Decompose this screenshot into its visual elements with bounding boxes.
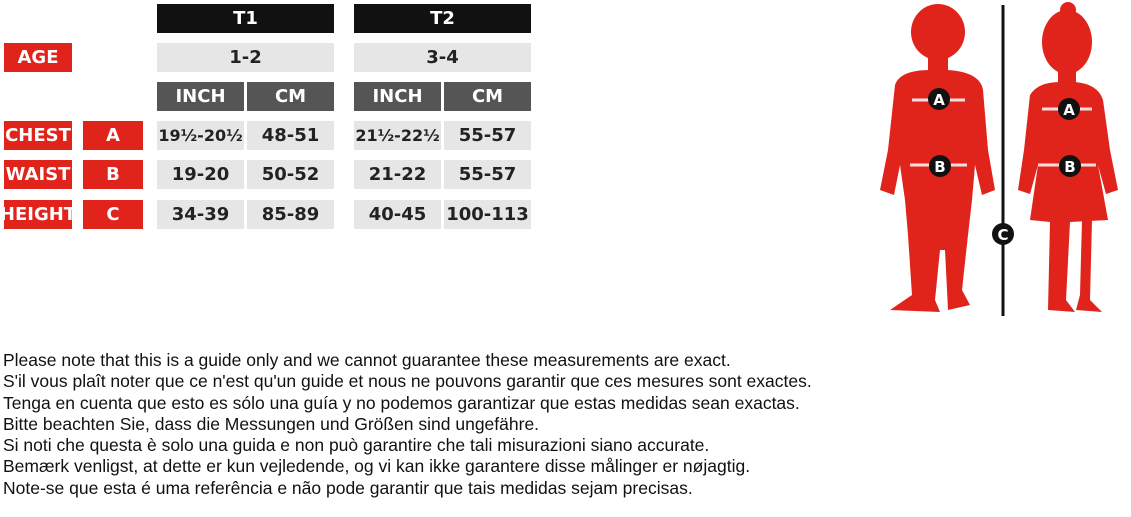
svg-text:B: B [1064, 158, 1075, 176]
note-it: Si noti che questa è solo una guida e no… [3, 435, 710, 456]
age-label: AGE [4, 43, 72, 72]
note-fr: S'il vous plaît noter que ce n'est qu'un… [3, 371, 812, 392]
inch-header-t1: INCH [157, 82, 244, 111]
marker-c: C [992, 223, 1014, 245]
marker-b-girl: B [1059, 155, 1081, 177]
size-header-t2: T2 [354, 4, 531, 33]
marker-b-boy: B [929, 155, 951, 177]
waist-label: WAIST [4, 160, 72, 189]
svg-text:C: C [997, 226, 1008, 244]
waist-cm-t2: 55-57 [444, 160, 531, 189]
svg-text:A: A [933, 91, 945, 109]
girl-silhouette [1018, 2, 1118, 312]
size-header-t1: T1 [157, 4, 334, 33]
marker-a-girl: A [1058, 98, 1080, 120]
cm-header-t2: CM [444, 82, 531, 111]
height-inch-t2: 40-45 [354, 200, 441, 229]
chest-cm-t2: 55-57 [444, 121, 531, 150]
inch-header-t2: INCH [354, 82, 441, 111]
note-en: Please note that this is a guide only an… [3, 350, 731, 370]
chest-label: CHEST [4, 121, 72, 150]
waist-cm-t1: 50-52 [247, 160, 334, 189]
waist-letter: B [83, 160, 143, 189]
chest-letter: A [83, 121, 143, 150]
chest-inch-t1: 19½-20½ [157, 121, 244, 150]
height-label: HEIGHT [0, 200, 76, 229]
chest-inch-t2: 21½-22½ [354, 121, 441, 150]
note-pt: Note-se que esta é uma referência e não … [3, 477, 693, 498]
svg-text:A: A [1063, 101, 1075, 119]
height-cm-t2: 100-113 [444, 200, 531, 229]
age-t2: 3-4 [354, 43, 531, 72]
disclaimer-notes: Please note that this is a guide only an… [3, 350, 812, 499]
note-es: Tenga en cuenta que esto es sólo una guí… [3, 392, 800, 413]
boy-silhouette [880, 4, 995, 312]
cm-header-t1: CM [247, 82, 334, 111]
waist-inch-t2: 21-22 [354, 160, 441, 189]
marker-a-boy: A [928, 88, 950, 110]
age-t1: 1-2 [157, 43, 334, 72]
measurement-diagram: A B A B C [880, 2, 1118, 316]
chest-cm-t1: 48-51 [247, 121, 334, 150]
note-de: Bitte beachten Sie, dass die Messungen u… [3, 413, 540, 434]
svg-text:B: B [934, 158, 945, 176]
note-da: Bemærk venligst, at dette er kun vejlede… [3, 456, 751, 477]
height-inch-t1: 34-39 [157, 200, 244, 229]
height-cm-t1: 85-89 [247, 200, 334, 229]
waist-inch-t1: 19-20 [157, 160, 244, 189]
height-letter: C [83, 200, 143, 229]
